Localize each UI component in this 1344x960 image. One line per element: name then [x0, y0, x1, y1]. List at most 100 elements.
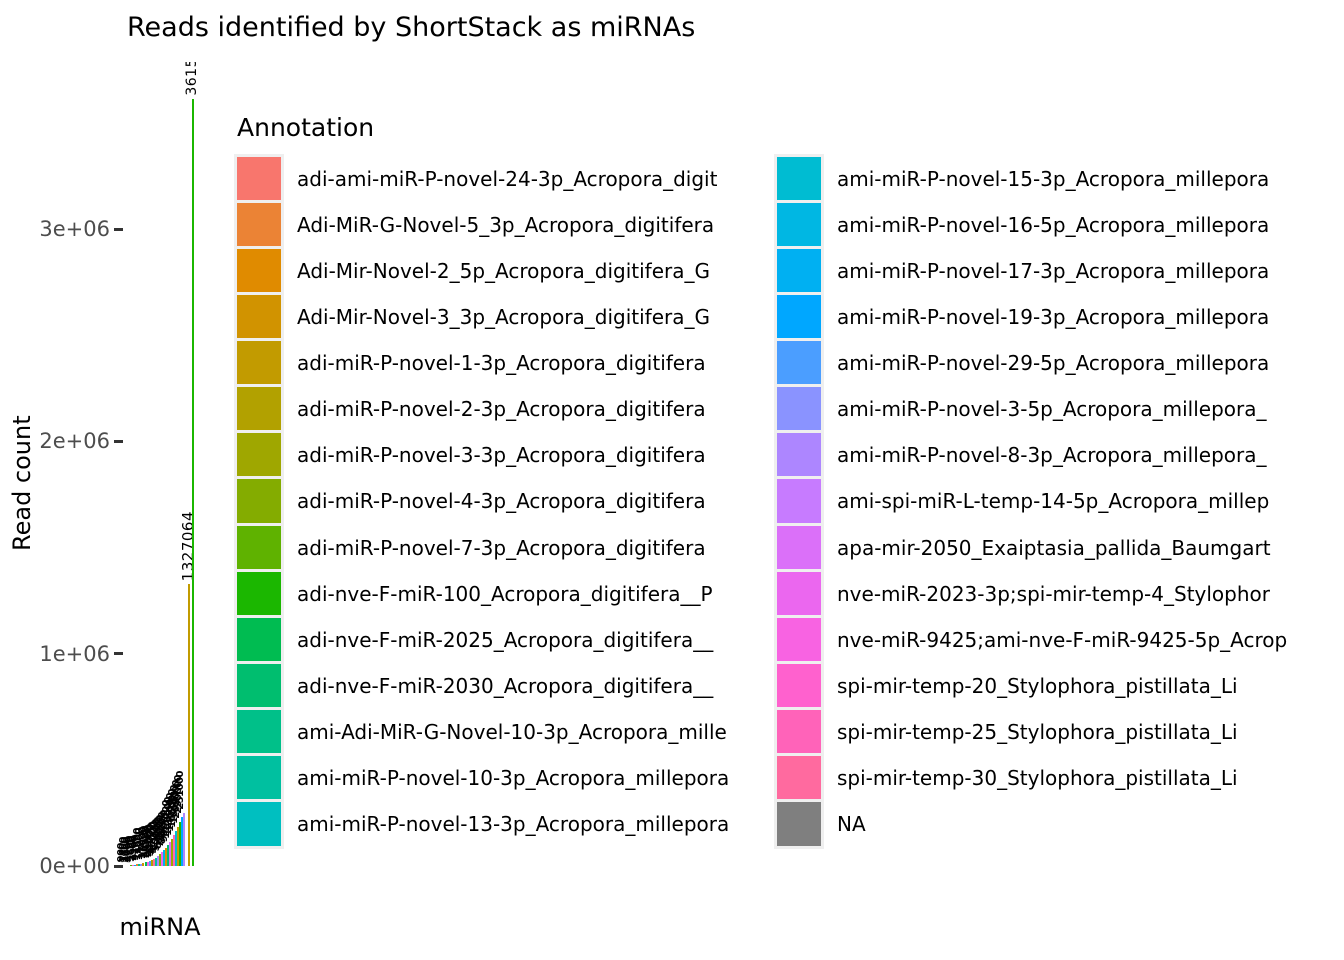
- bar: [183, 812, 186, 866]
- bar: [132, 865, 135, 866]
- bar: [160, 852, 163, 866]
- legend-swatch: [777, 479, 821, 524]
- legend-label: Adi-MiR-G-Novel-5_3p_Acropora_digitifera: [297, 213, 715, 238]
- y-tick-mark: [114, 227, 123, 231]
- y-tick-mark: [114, 439, 123, 443]
- legend-swatch: [237, 341, 281, 386]
- legend-label: adi-nve-F-miR-100_Acropora_digitifera__P: [297, 581, 713, 606]
- legend-label: ami-Adi-MiR-G-Novel-10-3p_Acropora_mille: [297, 719, 727, 744]
- bar: [142, 863, 145, 866]
- legend-label: ami-miR-P-novel-15-3p_Acropora_millepora: [837, 167, 1270, 191]
- bar: [134, 864, 137, 866]
- plot-panel: 900 1400 2100 3000 4200 5600 7300 9200 11500 1400…: [0, 62, 232, 866]
- bar: [173, 835, 176, 866]
- bar: [140, 863, 143, 866]
- bar: [144, 862, 147, 866]
- chart-title: Reads identified by ShortStack as miRNAs: [127, 12, 696, 43]
- legend-swatch: [777, 709, 821, 754]
- bar-value-label: 251000: [175, 770, 187, 810]
- bar: [154, 857, 157, 866]
- legend-swatch: [237, 663, 281, 708]
- bar: [156, 856, 159, 866]
- legend-swatch: [777, 617, 821, 662]
- legend-swatch: [237, 249, 281, 294]
- bar: [171, 838, 174, 866]
- legend-label: ami-miR-P-novel-10-3p_Acropora_millepora: [297, 765, 730, 790]
- legend-label: adi-nve-F-miR-2025_Acropora_digitifera__: [297, 627, 714, 652]
- legend-swatch: [777, 525, 821, 570]
- legend-label: Adi-Mir-Novel-2_5p_Acropora_digitifera_G: [297, 259, 711, 284]
- legend-label: spi-mir-temp-30_Stylophora_pistillata_Li: [837, 765, 1238, 790]
- legend-label: ami-miR-P-novel-19-3p_Acropora_millepora: [837, 305, 1270, 330]
- bar: [152, 858, 155, 866]
- bar: [177, 826, 180, 866]
- legend-label: adi-miR-P-novel-1-3p_Acropora_digitifera: [297, 351, 706, 376]
- legend-swatch: [777, 571, 821, 616]
- legend-label: ami-miR-P-novel-3-5p_Acropora_millepora_: [837, 397, 1267, 422]
- bar: [179, 821, 182, 866]
- legend-swatch: [237, 617, 281, 662]
- legend-swatch: [237, 295, 281, 340]
- bar: [165, 847, 167, 866]
- legend-swatch: [777, 387, 821, 432]
- bar: [169, 842, 172, 866]
- legend-label: NA: [837, 811, 866, 836]
- bar: [148, 860, 151, 866]
- legend-label: adi-miR-P-novel-4-3p_Acropora_digitifera: [297, 489, 706, 514]
- legend-swatch: [237, 571, 281, 616]
- legend-swatch: [777, 663, 821, 708]
- bar: [192, 98, 194, 866]
- legend-label: ami-miR-P-novel-29-5p_Acropora_millepora: [837, 351, 1270, 376]
- legend-label: ami-miR-P-novel-16-5p_Acropora_millepora: [837, 213, 1270, 238]
- legend-label: ami-miR-P-novel-17-3p_Acropora_millepora: [837, 259, 1270, 284]
- legend-swatch: [237, 755, 281, 800]
- legend-swatch: [777, 157, 821, 201]
- bar: [167, 844, 170, 866]
- legend-swatch: [237, 203, 281, 248]
- legend-swatch: [237, 433, 281, 478]
- legend-swatch: [237, 709, 281, 754]
- legend-label: adi-miR-P-novel-2-3p_Acropora_digitifera: [297, 397, 706, 422]
- legend-label: adi-miR-P-novel-3-3p_Acropora_digitifera: [297, 443, 706, 468]
- legend-label: Adi-Mir-Novel-3_3p_Acropora_digitifera_G: [297, 305, 711, 330]
- bar: [158, 854, 161, 866]
- y-tick-label: 1e+06: [39, 641, 110, 666]
- legend-swatch: [777, 203, 821, 248]
- y-tick-mark: [114, 652, 123, 656]
- bar: [188, 584, 190, 866]
- bar: [130, 865, 133, 866]
- legend-swatch: [777, 433, 821, 478]
- legend-swatch: [777, 801, 821, 846]
- x-axis-title: miRNA: [119, 913, 201, 941]
- legend-swatch: [777, 249, 821, 294]
- legend-swatch: [237, 157, 281, 201]
- legend-label: adi-miR-P-novel-7-3p_Acropora_digitifera: [297, 535, 706, 560]
- legend-swatch: [777, 341, 821, 386]
- y-tick-label: 3e+06: [39, 217, 110, 242]
- y-tick-label: 2e+06: [39, 429, 110, 454]
- legend-title: Annotation: [237, 113, 375, 142]
- legend-label: apa-mir-2050_Exaiptasia_pallida_Baumgart: [837, 535, 1271, 560]
- legend-swatch: [777, 755, 821, 800]
- bar: [175, 830, 178, 866]
- bar: [181, 817, 184, 866]
- legend-label: spi-mir-temp-20_Stylophora_pistillata_Li: [837, 673, 1238, 698]
- legend-swatch: [237, 525, 281, 570]
- bar: [136, 864, 139, 866]
- legend-label: adi-nve-F-miR-2030_Acropora_digitifera__: [297, 673, 714, 698]
- bar: [146, 861, 149, 866]
- legend-label: ami-miR-P-novel-13-3p_Acropora_millepora: [297, 811, 730, 836]
- legend-label: nve-miR-2023-3p;spi-mir-temp-4_Stylophor: [837, 581, 1270, 606]
- y-tick-label: 0e+00: [39, 854, 110, 878]
- y-tick-mark: [114, 864, 123, 868]
- legend-swatch: [237, 387, 281, 432]
- legend-label: ami-miR-P-novel-8-3p_Acropora_millepora_: [837, 443, 1267, 468]
- legend-label: spi-mir-temp-25_Stylophora_pistillata_Li: [837, 719, 1238, 744]
- bar: [138, 864, 141, 866]
- legend-swatch: [777, 295, 821, 340]
- bar: [162, 850, 165, 866]
- legend-label: ami-spi-miR-L-temp-14-5p_Acropora_millep: [837, 489, 1270, 514]
- bar: [150, 859, 153, 866]
- legend-label: adi-ami-miR-P-novel-24-3p_Acropora_digit: [297, 167, 718, 191]
- legend-swatch: [237, 801, 281, 846]
